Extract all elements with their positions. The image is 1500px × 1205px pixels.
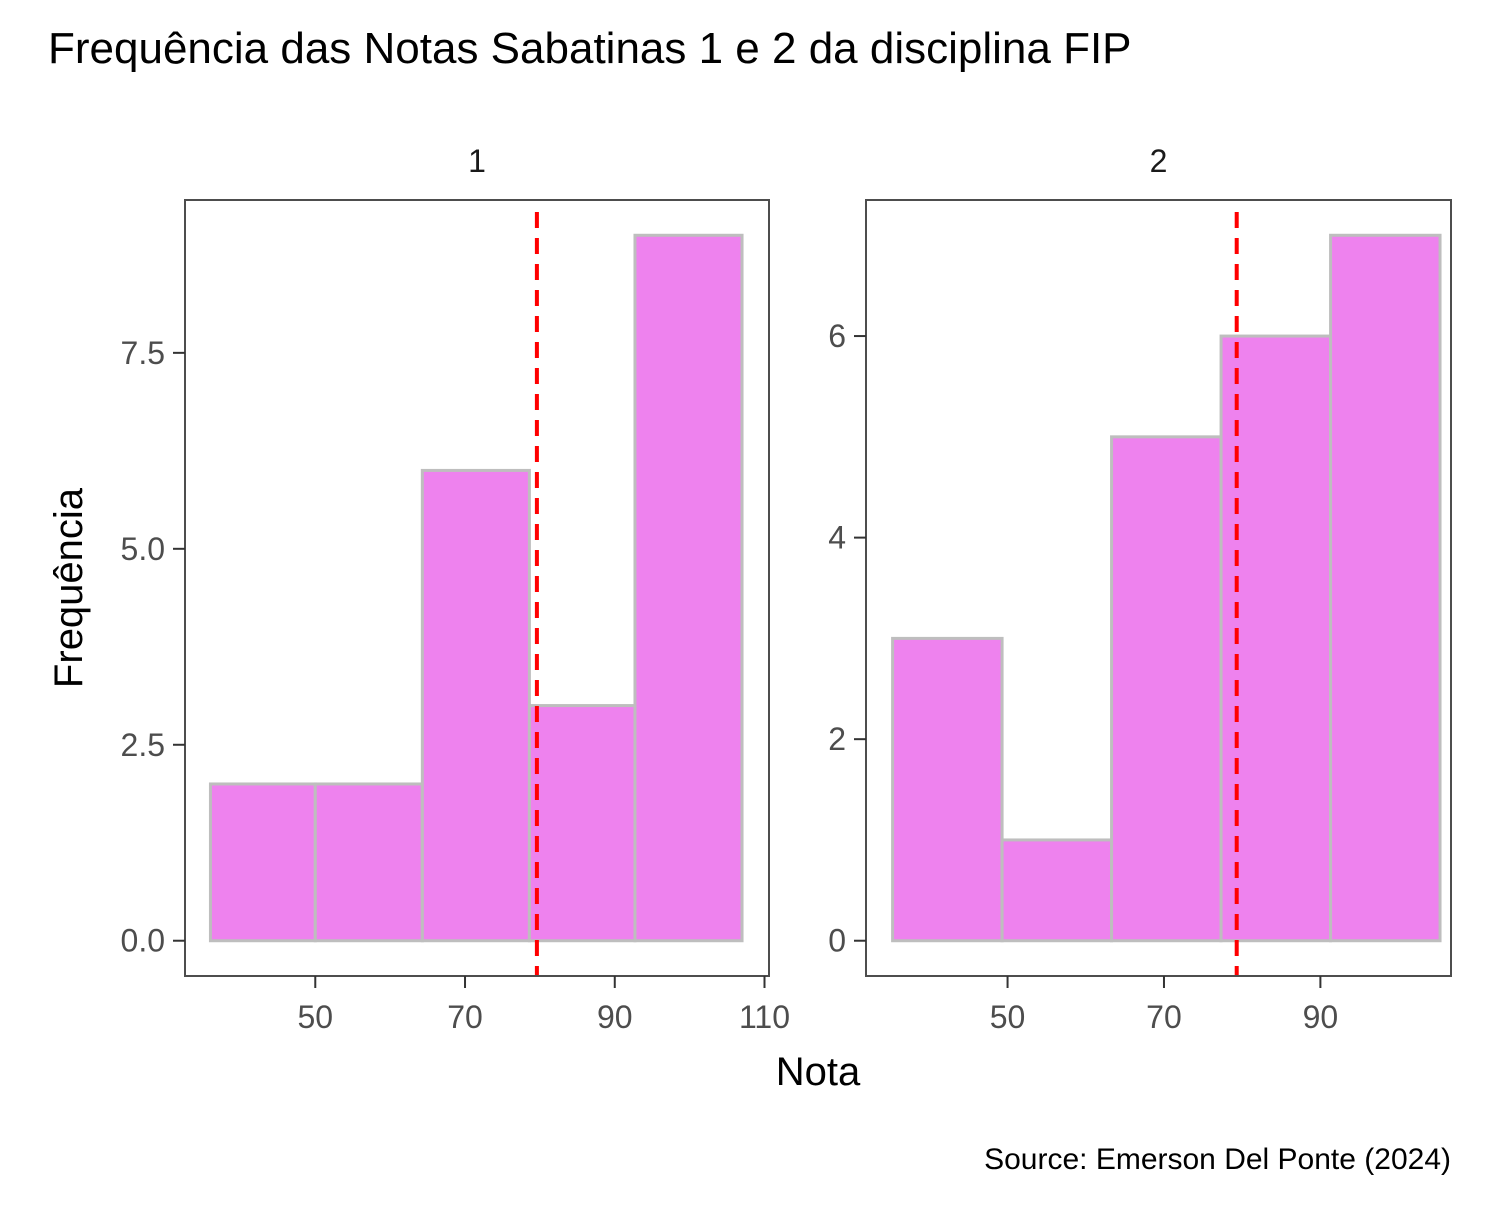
histogram-bar	[891, 636, 1004, 943]
histogram-bar	[313, 782, 424, 943]
y-tick-label: 2.5	[121, 727, 165, 763]
y-tick-label: 4	[828, 520, 846, 556]
y-tick-label: 7.5	[121, 335, 165, 371]
x-tick-label: 90	[1303, 999, 1339, 1035]
chart-caption: Source: Emerson Del Ponte (2024)	[984, 1143, 1451, 1176]
panel-border	[184, 199, 770, 977]
histogram-bar	[208, 782, 317, 943]
x-tick-label: 90	[597, 999, 633, 1035]
histogram-bar	[420, 468, 531, 943]
facet-label: 1	[468, 143, 486, 179]
histogram-bar	[1329, 233, 1442, 943]
histogram-bar	[633, 233, 744, 943]
panel-2: 2 0 2 4 6 50 70 90	[828, 143, 1452, 1035]
chart-title: Frequência das Notas Sabatinas 1 e 2 da …	[48, 24, 1132, 73]
x-axis-title: Nota	[776, 1050, 861, 1094]
x-tick-label: 50	[990, 999, 1026, 1035]
x-tick-label: 70	[1146, 999, 1182, 1035]
histogram-bar	[527, 704, 637, 943]
y-tick-label: 5.0	[121, 531, 165, 567]
panel-1: 1 0.0 2.5 5.0 7.5 50 70 90 110	[121, 143, 790, 1035]
histogram-bar	[1000, 838, 1114, 943]
y-tick-label: 6	[828, 318, 846, 354]
x-tick-label: 70	[447, 999, 483, 1035]
x-tick-label: 110	[739, 999, 790, 1035]
facet-panels: 1 0.0 2.5 5.0 7.5 50 70 90 110 2 0 2 4 6 50 70 90	[121, 143, 1452, 1035]
y-tick-label: 2	[828, 721, 846, 757]
facet-label: 2	[1150, 143, 1168, 179]
panel-border	[865, 199, 1452, 977]
histogram-bar	[1110, 435, 1223, 943]
y-axis-title: Frequência	[47, 487, 91, 688]
x-tick-label: 50	[297, 999, 333, 1035]
histogram-bar	[1219, 334, 1333, 943]
y-tick-label: 0	[828, 923, 846, 959]
y-tick-label: 0.0	[121, 923, 165, 959]
